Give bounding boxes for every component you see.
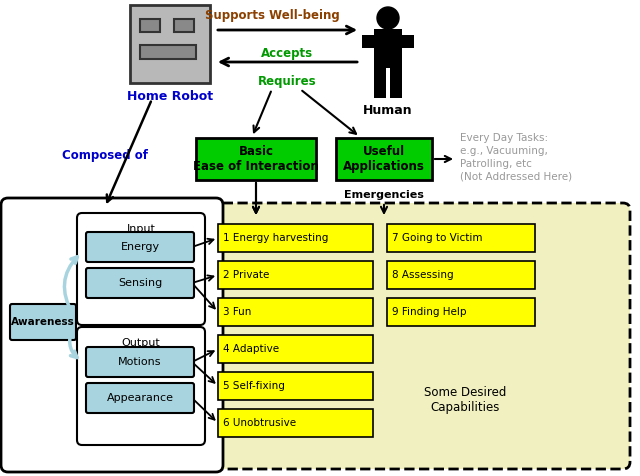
FancyBboxPatch shape [218,261,373,289]
Text: Input: Input [127,224,156,234]
FancyBboxPatch shape [140,45,196,59]
Text: 1 Energy harvesting: 1 Energy harvesting [223,233,328,243]
Text: Basic
Ease of Interaction: Basic Ease of Interaction [193,145,319,173]
FancyBboxPatch shape [387,224,535,252]
FancyBboxPatch shape [387,261,535,289]
Text: 7 Going to Victim: 7 Going to Victim [392,233,483,243]
FancyBboxPatch shape [218,372,373,400]
FancyBboxPatch shape [86,347,194,377]
FancyBboxPatch shape [196,138,316,180]
FancyBboxPatch shape [1,198,223,472]
Text: Supports Well-being: Supports Well-being [205,9,339,21]
Text: Home Robot: Home Robot [127,89,213,102]
FancyBboxPatch shape [86,383,194,413]
Text: Human: Human [363,105,413,118]
FancyBboxPatch shape [77,213,205,325]
FancyBboxPatch shape [130,5,210,83]
Text: Useful
Applications: Useful Applications [343,145,425,173]
Polygon shape [374,66,386,98]
Text: 3 Fun: 3 Fun [223,307,252,317]
Text: Motions: Motions [118,357,162,367]
FancyBboxPatch shape [336,138,432,180]
Polygon shape [362,35,414,48]
FancyBboxPatch shape [77,327,205,445]
Text: Emergencies: Emergencies [344,190,424,200]
Text: Energy: Energy [120,242,159,252]
FancyBboxPatch shape [174,19,194,32]
FancyBboxPatch shape [218,409,373,437]
Text: Composed of: Composed of [62,149,148,161]
Circle shape [377,7,399,29]
FancyBboxPatch shape [201,203,630,469]
FancyBboxPatch shape [86,268,194,298]
Text: 4 Adaptive: 4 Adaptive [223,344,279,354]
FancyBboxPatch shape [140,19,160,32]
Text: Sensing: Sensing [118,278,162,288]
Text: Awareness: Awareness [11,317,75,327]
FancyBboxPatch shape [218,298,373,326]
Polygon shape [390,66,402,98]
Text: 8 Assessing: 8 Assessing [392,270,454,280]
Text: Some Desired
Capabilities: Some Desired Capabilities [424,386,506,414]
Polygon shape [374,29,402,68]
FancyBboxPatch shape [10,304,76,340]
Text: Requires: Requires [258,76,316,89]
Text: Appearance: Appearance [106,393,173,403]
Text: 2 Private: 2 Private [223,270,269,280]
FancyBboxPatch shape [218,224,373,252]
Text: 6 Unobtrusive: 6 Unobtrusive [223,418,296,428]
Text: 5 Self-fixing: 5 Self-fixing [223,381,285,391]
FancyBboxPatch shape [218,335,373,363]
FancyBboxPatch shape [86,232,194,262]
Text: Every Day Tasks:
e.g., Vacuuming,
Patrolling, etc
(Not Addressed Here): Every Day Tasks: e.g., Vacuuming, Patrol… [460,133,572,181]
Text: Output: Output [122,338,161,348]
Text: Accepts: Accepts [261,48,313,60]
FancyBboxPatch shape [387,298,535,326]
Text: 9 Finding Help: 9 Finding Help [392,307,467,317]
